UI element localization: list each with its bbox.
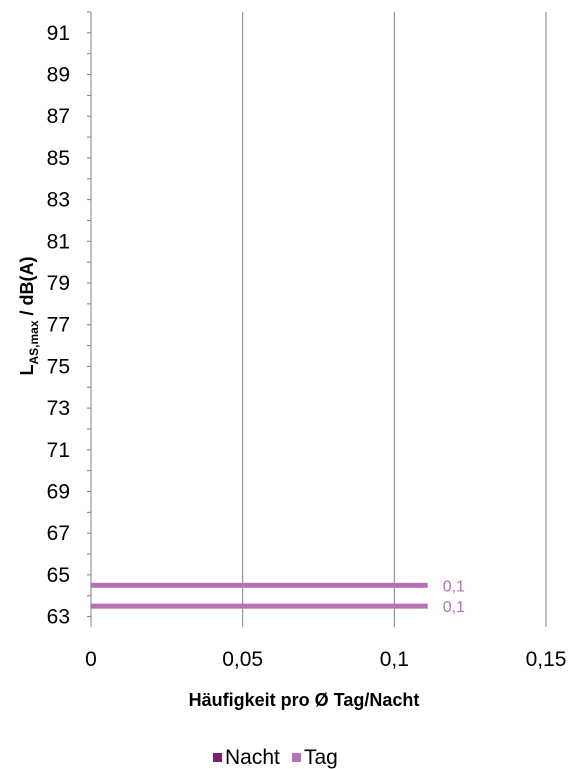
grid-lines: [242, 12, 547, 627]
bar: [91, 582, 428, 588]
legend-swatch: [213, 753, 222, 762]
data-label: 0,1: [443, 578, 465, 595]
y-tick-label: 77: [47, 314, 70, 337]
y-tick-label: 75: [47, 355, 70, 378]
y-tick-label: 91: [47, 22, 70, 45]
y-tick-label: 67: [47, 522, 70, 545]
legend-label: Nacht: [225, 746, 280, 769]
x-tick-labels: 0 0,05 0,1 0,15: [85, 648, 566, 671]
y-axis-title: LAS,max / dB(A): [17, 256, 41, 375]
y-tick-label: 89: [47, 64, 70, 87]
legend-label: Tag: [304, 746, 338, 769]
x-tick-label: 0,05: [222, 648, 263, 671]
axes: [87, 11, 92, 627]
y-tick-label: 69: [47, 480, 70, 503]
legend: Nacht Tag: [213, 746, 338, 769]
data-labels: 0,10,1: [443, 578, 465, 616]
bars: [91, 582, 428, 609]
y-tick-labels: 91 89 87 85 83 81 79 77 75 73 71 69 67 65 63: [47, 22, 70, 629]
x-axis-title: Häufigkeit pro Ø Tag/Nacht: [189, 690, 420, 710]
y-tick-label: 65: [47, 564, 70, 587]
y-tick-label: 79: [47, 272, 70, 295]
x-tick-label: 0,15: [526, 648, 567, 671]
y-tick-label: 83: [47, 189, 70, 212]
y-tick-label: 63: [47, 606, 70, 629]
legend-swatch: [292, 753, 301, 762]
y-tick-label: 71: [47, 439, 70, 462]
bar: [91, 603, 428, 609]
y-tick-label: 73: [47, 397, 70, 420]
y-tick-label: 81: [47, 230, 70, 253]
data-label: 0,1: [443, 599, 465, 616]
y-tick-label: 85: [47, 147, 70, 170]
x-tick-label: 0: [85, 648, 97, 671]
x-tick-label: 0,1: [380, 648, 409, 671]
y-tick-label: 87: [47, 105, 70, 128]
